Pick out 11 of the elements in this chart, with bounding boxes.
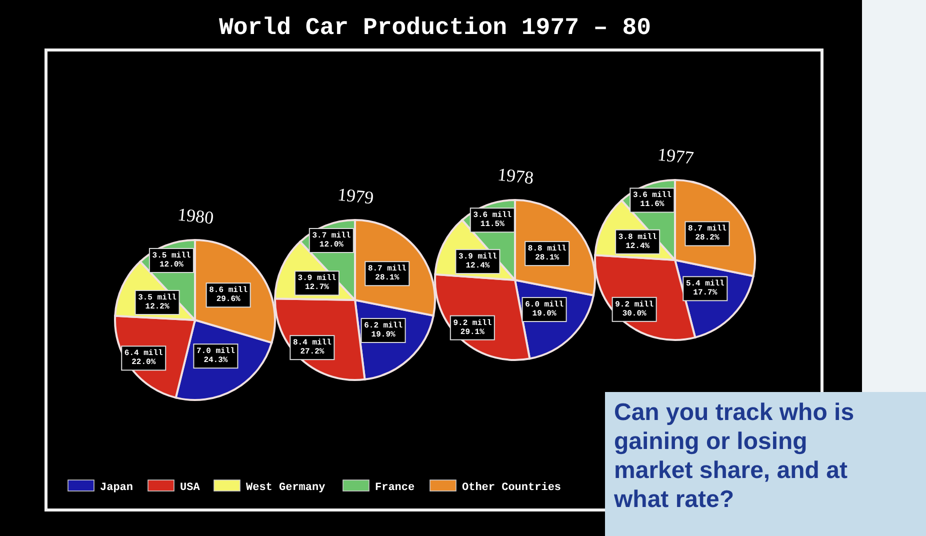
chart-title: World Car Production 1977 – 80 xyxy=(218,15,652,42)
legend-label: France xyxy=(375,482,416,494)
chart-subtitle: 1978 xyxy=(496,164,535,188)
text: Can you track who is gaining or losing market share, and at what rate? xyxy=(613,399,854,513)
legend-label: West Germany xyxy=(246,482,326,494)
legend-label: Japan xyxy=(100,482,134,494)
legend-label: Other Countries xyxy=(462,482,562,494)
chart-subtitle: 1979 xyxy=(336,184,375,208)
chart-subtitle: 1977 xyxy=(656,144,695,168)
chart-subtitle: 1980 xyxy=(176,204,215,228)
legend-label: USA xyxy=(180,482,200,494)
